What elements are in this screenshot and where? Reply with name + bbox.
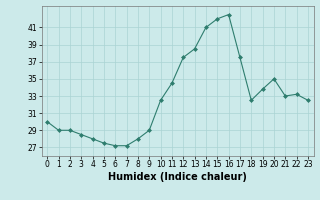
X-axis label: Humidex (Indice chaleur): Humidex (Indice chaleur): [108, 172, 247, 182]
